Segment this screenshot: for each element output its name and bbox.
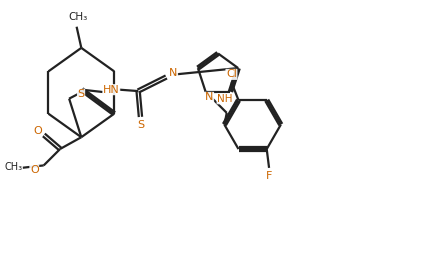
Text: O: O (30, 165, 39, 175)
Text: S: S (77, 89, 84, 99)
Text: Cl: Cl (226, 69, 237, 79)
Text: CH₃: CH₃ (4, 162, 22, 172)
Text: S: S (137, 120, 144, 130)
Text: N: N (169, 68, 178, 78)
Text: NH: NH (217, 94, 233, 104)
Text: HN: HN (103, 85, 120, 95)
Text: N: N (205, 92, 213, 102)
Text: O: O (34, 126, 42, 136)
Text: CH₃: CH₃ (68, 12, 87, 22)
Text: F: F (266, 171, 272, 181)
